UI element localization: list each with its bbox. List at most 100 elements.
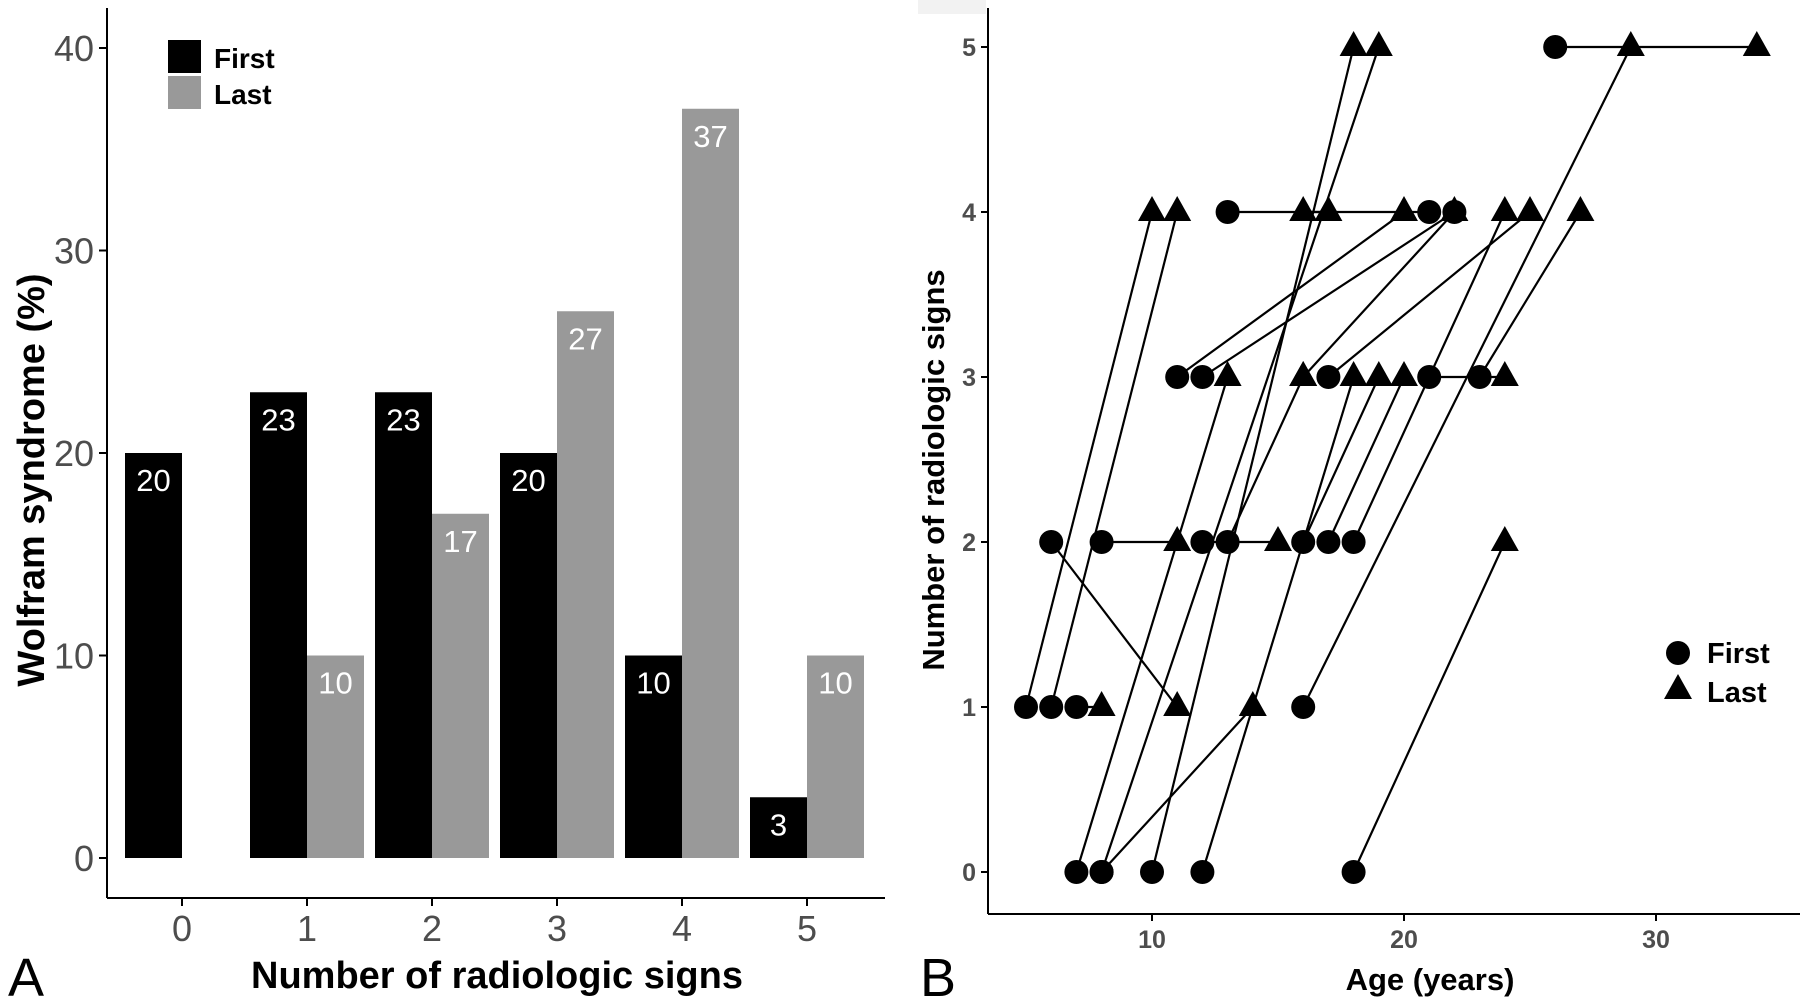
b-trajectory-line — [1201, 376, 1355, 873]
b-point-first — [1467, 365, 1492, 389]
b-legend-label-last: Last — [1707, 677, 1767, 709]
b-point-first — [1316, 530, 1341, 554]
a-y-tick-label: 10 — [54, 636, 94, 677]
b-point-last — [1364, 31, 1393, 56]
a-bar-value-label: 20 — [511, 463, 545, 498]
b-y-tick-label: 2 — [962, 529, 976, 557]
b-y-axis-title: Number of radiologic signs — [916, 269, 951, 670]
b-point-first — [1140, 860, 1164, 884]
b-ticks: 0 1 2 3 4 5 10 20 30 — [962, 34, 1670, 954]
b-point-last — [1314, 196, 1343, 221]
panel-b-scatter-chart: 0 1 2 3 4 5 10 20 30 First Last Number of radiol… — [916, 0, 1800, 1004]
b-point-last — [1138, 196, 1166, 221]
b-point-first — [1190, 365, 1215, 389]
a-y-tick-label: 0 — [74, 838, 94, 879]
b-point-last — [1566, 196, 1595, 221]
b-point-last — [1264, 526, 1292, 551]
a-legend-label-first: First — [214, 43, 275, 74]
b-legend-triangle-icon — [1664, 674, 1692, 699]
b-point-last — [1364, 361, 1393, 386]
panel-a-letter: A — [8, 948, 44, 999]
b-trajectory-line — [1327, 376, 1406, 543]
a-y-axis-title: Wolfram syndrome (%) — [11, 273, 53, 686]
a-bar-first — [250, 392, 307, 858]
a-bar-last — [307, 655, 364, 858]
a-bar-first — [500, 453, 557, 858]
b-top-strip — [918, 0, 986, 14]
b-point-first — [1039, 530, 1064, 554]
b-trajectory-lines — [1024, 45, 1757, 873]
a-bar-value-label: 20 — [136, 463, 170, 498]
b-trajectory-line — [1075, 376, 1229, 873]
b-point-first — [1543, 35, 1568, 59]
b-trajectory-line — [1302, 376, 1380, 543]
a-x-axis-title: Number of radiologic signs — [251, 955, 743, 997]
b-point-last — [1163, 196, 1192, 221]
a-bar-first — [625, 655, 682, 858]
b-point-first — [1190, 860, 1215, 884]
b-point-last — [1490, 196, 1519, 221]
a-x-tick-label: 3 — [547, 908, 567, 949]
a-x-tick-label: 1 — [297, 908, 317, 949]
a-bar-value-label: 23 — [261, 402, 295, 437]
b-point-first — [1341, 530, 1366, 554]
b-legend: First Last — [1664, 638, 1770, 709]
b-y-tick-label: 0 — [962, 859, 976, 887]
b-point-first — [1190, 530, 1215, 554]
b-trajectory-line — [1302, 211, 1456, 378]
b-x-axis-title: Age (years) — [1346, 962, 1515, 997]
b-point-first — [1291, 695, 1316, 719]
b-point-first — [1064, 860, 1089, 884]
a-bars: 20 23 10 23 17 20 27 10 37 3 10 — [125, 108, 864, 858]
b-point-first — [1316, 365, 1341, 389]
a-y-tick-label: 20 — [54, 433, 94, 474]
b-point-last — [1742, 31, 1771, 56]
a-y-tick-label: 30 — [54, 231, 94, 272]
b-trajectory-line — [1100, 706, 1254, 873]
a-bar-value-label: 10 — [636, 666, 670, 701]
b-point-last — [1490, 526, 1519, 551]
b-point-first — [1089, 860, 1114, 884]
b-x-tick-label: 30 — [1642, 926, 1670, 954]
b-x-tick-label: 10 — [1138, 926, 1166, 954]
a-bar-last — [557, 311, 614, 858]
b-point-first — [1215, 530, 1240, 554]
a-bar-value-label: 10 — [318, 666, 352, 701]
b-y-tick-label: 1 — [962, 694, 976, 722]
panel-b-letter: B — [920, 948, 956, 999]
a-x-tick-label: 2 — [422, 908, 442, 949]
b-point-first — [1089, 530, 1114, 554]
b-legend-circle-icon — [1666, 641, 1690, 665]
b-trajectory-line — [1302, 46, 1632, 708]
a-bar-value-label: 27 — [568, 321, 602, 356]
b-trajectory-line — [1478, 211, 1582, 378]
b-point-first — [1417, 200, 1442, 224]
b-point-first — [1417, 365, 1442, 389]
a-bar-value-label: 37 — [693, 119, 727, 154]
b-trajectory-line — [1327, 211, 1531, 378]
b-point-last — [1490, 361, 1519, 386]
a-bar-value-label: 23 — [386, 402, 420, 437]
b-trajectory-line — [1352, 541, 1506, 873]
a-legend-label-last: Last — [214, 79, 272, 110]
a-y-tick-label: 40 — [54, 28, 94, 69]
b-x-tick-label: 20 — [1390, 926, 1418, 954]
b-markers — [1014, 31, 1771, 884]
b-point-last — [1339, 31, 1368, 56]
b-point-last — [1616, 31, 1645, 56]
a-bar-first — [375, 392, 432, 858]
b-trajectory-line — [1100, 46, 1380, 873]
a-bar-last — [807, 655, 864, 858]
a-bar-first — [750, 797, 807, 858]
b-trajectory-line — [1024, 211, 1154, 708]
a-bar-last — [432, 513, 489, 858]
a-bar-value-label: 3 — [770, 807, 787, 842]
a-x-tick-label: 0 — [172, 908, 192, 949]
b-point-last — [1087, 691, 1116, 716]
b-y-tick-label: 4 — [962, 199, 976, 227]
a-x-tick-label: 5 — [797, 908, 817, 949]
